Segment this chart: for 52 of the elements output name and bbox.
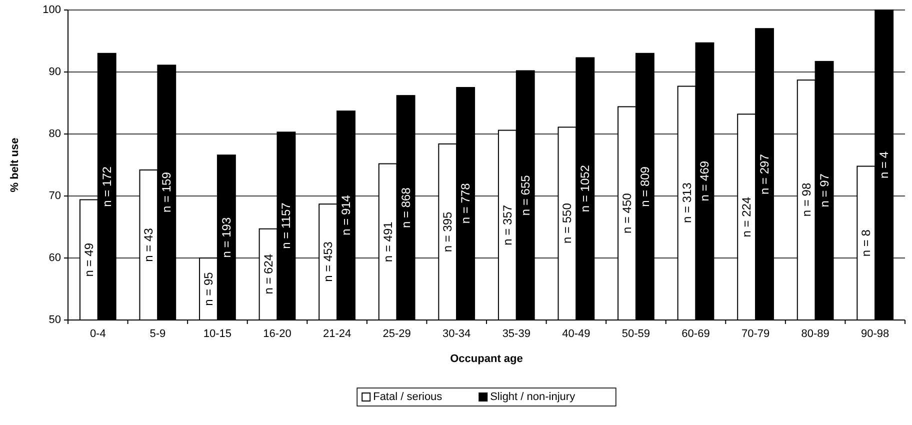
annotation: n = 868 <box>398 187 413 228</box>
annotation: n = 43 <box>142 228 156 262</box>
annotation: n = 159 <box>160 172 174 212</box>
annotation: n = 193 <box>219 217 234 258</box>
y-tick-label: 60 <box>48 252 61 264</box>
annotation: n = 914 <box>339 194 354 236</box>
x-tick-label: 30-34 <box>442 328 471 340</box>
annotation: n = 453 <box>321 241 336 282</box>
annotation: n = 4 <box>877 151 892 179</box>
annotation: n = 98 <box>799 182 814 217</box>
x-tick-label: 25-29 <box>382 328 411 340</box>
annotation: n = 224 <box>740 196 754 238</box>
annotation: n = 49 <box>82 242 96 277</box>
annotation: n = 95 <box>201 272 216 306</box>
x-tick-label: 16-20 <box>263 328 292 340</box>
annotation: n = 297 <box>758 154 772 194</box>
annotation: n = 313 <box>680 182 694 224</box>
annotation: n = 809 <box>638 166 652 207</box>
legend-label: Slight / non-injury <box>490 391 576 403</box>
x-tick-label: 21-24 <box>322 328 352 340</box>
x-tick-label: 90-98 <box>861 328 890 340</box>
annotation: n = 1052 <box>578 164 592 212</box>
x-axis-title: Occupant age <box>450 353 523 365</box>
annotation: n = 624 <box>261 254 276 294</box>
annotation: n = 395 <box>440 211 455 252</box>
annotation: n = 172 <box>100 166 114 207</box>
y-axis-title: % belt use <box>9 138 21 192</box>
x-tick-label: 35-39 <box>502 328 530 340</box>
y-tick-label: 80 <box>48 128 61 140</box>
y-tick-label: 100 <box>42 4 61 16</box>
y-tick-label: 70 <box>48 190 61 202</box>
legend-label: Fatal / serious <box>373 391 443 403</box>
x-tick-label: 60-69 <box>682 328 710 340</box>
annotation: n = 450 <box>620 192 634 234</box>
y-tick-label: 50 <box>48 314 61 326</box>
annotation: n = 778 <box>458 182 473 224</box>
annotation: n = 491 <box>380 221 395 262</box>
annotation: n = 469 <box>698 160 712 202</box>
x-tick-label: 5-9 <box>150 328 166 340</box>
annotation: n = 97 <box>817 173 832 208</box>
x-tick-label: 0-4 <box>90 328 106 340</box>
annotation: n = 357 <box>500 204 514 246</box>
annotation: n = 8 <box>859 229 874 257</box>
x-tick-label: 80-89 <box>801 328 830 340</box>
x-tick-label: 10-15 <box>203 328 232 340</box>
y-tick-label: 90 <box>48 66 61 78</box>
annotation: n = 1157 <box>279 202 294 249</box>
x-tick-label: 70-79 <box>741 328 770 340</box>
annotation: n = 655 <box>518 174 532 216</box>
x-tick-label: 40-49 <box>562 328 590 340</box>
annotation: n = 550 <box>560 202 574 244</box>
x-tick-label: 50-59 <box>622 328 650 340</box>
